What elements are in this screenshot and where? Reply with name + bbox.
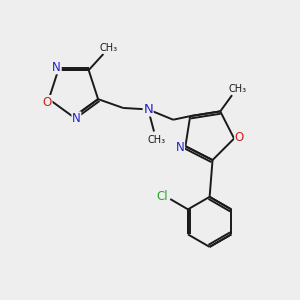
Text: CH₃: CH₃ — [229, 84, 247, 94]
Text: O: O — [235, 130, 244, 143]
Text: N: N — [72, 112, 81, 125]
Text: Cl: Cl — [156, 190, 168, 203]
Text: N: N — [52, 61, 61, 74]
Text: O: O — [43, 96, 52, 109]
Text: N: N — [176, 141, 184, 154]
Text: CH₃: CH₃ — [148, 135, 166, 145]
Text: N: N — [143, 103, 153, 116]
Text: CH₃: CH₃ — [100, 43, 118, 53]
